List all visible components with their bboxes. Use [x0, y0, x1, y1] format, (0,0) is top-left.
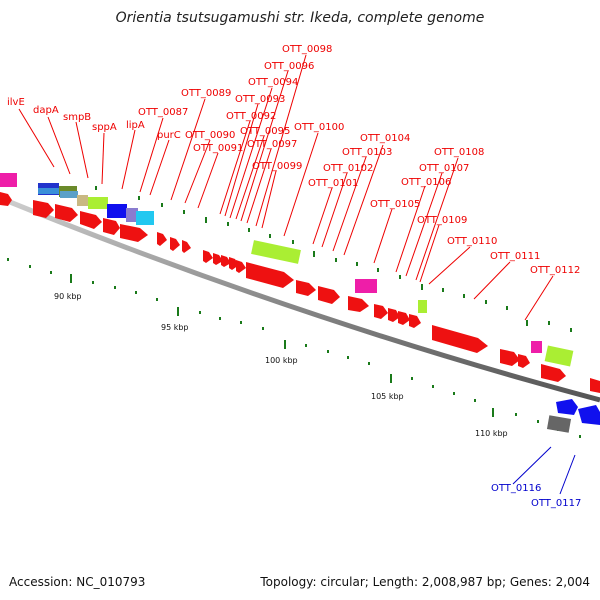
scale-label-110: 110 kbp	[475, 429, 508, 438]
gene-label-ott-0098: OTT_0098	[282, 44, 332, 55]
gene-label-ott-0093: OTT_0093	[235, 94, 285, 105]
scale-ticks	[7, 186, 581, 438]
gene-label-sppa: sppA	[92, 122, 117, 133]
gene-label-ott-0095: OTT_0095	[240, 126, 290, 137]
gene-label-group: ilvE dapA smpB sppA lipA OTT_0087 purC O…	[7, 44, 581, 509]
gene-block	[578, 405, 600, 425]
gene-label-ott-0092: OTT_0092	[226, 111, 276, 122]
gene-label-ott-0109: OTT_0109	[417, 215, 467, 226]
scale-label-95: 95 kbp	[161, 323, 189, 332]
gene-block	[546, 415, 572, 433]
gene-label-ott-0096: OTT_0096	[264, 61, 314, 72]
gene-label-ott-0090: OTT_0090	[185, 130, 235, 141]
gene-block	[60, 191, 78, 198]
scale-labels: 90 kbp 95 kbp 100 kbp 105 kbp 110 kbp	[54, 292, 508, 438]
gene-label-dapa: dapA	[33, 105, 59, 116]
gene-block	[251, 240, 301, 264]
gene-label-ott-0101: OTT_0101	[308, 178, 358, 189]
gene-label-ott-0117: OTT_0117	[531, 498, 581, 509]
gene-label-ott-0112: OTT_0112	[530, 265, 580, 276]
gene-block	[0, 173, 17, 187]
gene-block	[418, 300, 427, 313]
gene-label-ott-0110: OTT_0110	[447, 236, 497, 247]
gene-label-ott-0111: OTT_0111	[490, 251, 540, 262]
gene-label-ott-0106: OTT_0106	[401, 177, 451, 188]
scale-label-105: 105 kbp	[371, 392, 404, 401]
gene-label-ott-0108: OTT_0108	[434, 147, 484, 158]
cds-arrows	[0, 192, 600, 393]
gene-label-ott-0097: OTT_0097	[247, 139, 297, 150]
leader-lines-blue	[512, 446, 576, 495]
leader-lines	[18, 54, 554, 321]
gene-block	[531, 341, 542, 353]
gene-block	[556, 399, 578, 415]
gene-block	[107, 204, 127, 218]
scale-label-90: 90 kbp	[54, 292, 82, 301]
genome-stats-label: Topology: circular; Length: 2,008,987 bp…	[260, 575, 590, 589]
map-title: Orientia tsutsugamushi str. Ikeda, compl…	[115, 10, 485, 26]
gene-label-ott-0091: OTT_0091	[193, 143, 243, 154]
gene-label-ott-0089: OTT_0089	[181, 88, 231, 99]
scale-label-100: 100 kbp	[265, 356, 298, 365]
accession-label: Accession: NC_010793	[9, 575, 146, 589]
gene-blocks	[0, 173, 600, 433]
genome-backbone	[0, 195, 600, 403]
gene-label-smpb: smpB	[63, 112, 91, 123]
gene-block	[88, 197, 108, 209]
gene-block	[544, 345, 574, 367]
gene-label-ott-0116: OTT_0116	[491, 483, 541, 494]
gene-block	[77, 195, 88, 206]
gene-label-ott-0094: OTT_0094	[248, 77, 298, 88]
gene-block	[126, 208, 138, 222]
gene-label-ott-0104: OTT_0104	[360, 133, 410, 144]
gene-block	[136, 211, 154, 225]
gene-label-lipa: lipA	[126, 120, 145, 131]
gene-block	[355, 279, 377, 293]
gene-label-ott-0105: OTT_0105	[370, 199, 420, 210]
gene-label-ott-0107: OTT_0107	[419, 163, 469, 174]
gene-label-ott-0099: OTT_0099	[252, 161, 302, 172]
gene-label-ott-0087: OTT_0087	[138, 107, 188, 118]
gene-label-ott-0103: OTT_0103	[342, 147, 392, 158]
gene-label-ilve: ilvE	[7, 97, 25, 108]
gene-label-ott-0102: OTT_0102	[323, 163, 373, 174]
gene-label-purc: purC	[157, 130, 181, 141]
gene-label-ott-0100: OTT_0100	[294, 122, 344, 133]
gene-block	[38, 188, 60, 194]
